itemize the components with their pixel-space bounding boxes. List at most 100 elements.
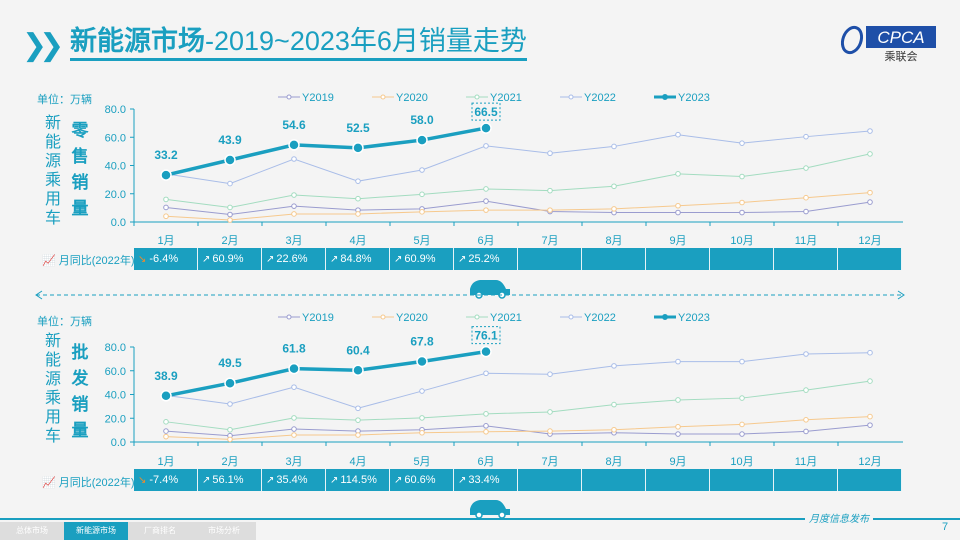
- legend-marker: [380, 94, 386, 100]
- y-tick-label: 0.0: [111, 217, 126, 229]
- data-point-Y2022: [547, 150, 553, 157]
- data-label: 52.5: [346, 121, 370, 135]
- yoy-cell: [838, 248, 902, 270]
- data-point-Y2020: [547, 207, 553, 213]
- yoy-row: ↘ -6.4% ↗ 60.9% ↗ 22.6% ↗ 84.8% ↗ 60.9% ↗ 25.2%: [134, 248, 902, 270]
- x-tick-label: 1月: [157, 235, 174, 247]
- data-point-Y2021: [419, 415, 425, 421]
- x-tick-label: 9月: [669, 235, 686, 247]
- data-point-Y2022: [355, 405, 361, 412]
- data-point-Y2022: [803, 133, 809, 140]
- data-point-Y2020: [547, 428, 553, 434]
- car-icon: [470, 280, 510, 295]
- data-point-Y2021: [355, 417, 361, 423]
- x-tick-label: 3月: [285, 235, 302, 247]
- page-number: 7: [942, 521, 949, 533]
- data-point-Y2019: [739, 209, 745, 216]
- x-tick-label: 1月: [157, 456, 174, 468]
- data-point-Y2019: [867, 199, 873, 205]
- data-point-Y2022: [419, 388, 425, 394]
- legend-label: Y2020: [396, 312, 428, 324]
- trend-up-icon: ↗: [458, 475, 467, 486]
- yoy-cell: [774, 469, 838, 491]
- data-point-Y2022: [291, 384, 297, 390]
- x-tick-label: 11月: [795, 456, 817, 468]
- data-label: 33.2: [154, 148, 178, 162]
- yoy-value: 22.6%: [276, 253, 308, 265]
- yoy-cell: [710, 248, 774, 270]
- data-point-Y2020: [483, 207, 489, 213]
- legend-label: Y2021: [490, 92, 522, 104]
- data-point-Y2021: [739, 173, 745, 180]
- data-label: 67.8: [410, 334, 434, 348]
- footer-tab-analysis[interactable]: 市场分析: [192, 522, 256, 540]
- data-point-Y2023: [160, 390, 172, 402]
- data-point-Y2020: [611, 206, 617, 212]
- data-point-Y2020: [483, 428, 489, 435]
- data-label: 61.8: [282, 342, 306, 356]
- data-point-Y2020: [867, 189, 873, 196]
- data-point-Y2023: [416, 134, 428, 146]
- yoy-cell: ↗ 60.9%: [198, 248, 262, 270]
- legend-marker: [286, 94, 292, 100]
- trend-up-icon: ↗: [330, 475, 339, 486]
- yoy-cell: ↗ 114.5%: [326, 469, 390, 491]
- legend-marker: [662, 314, 668, 320]
- data-point-Y2022: [483, 143, 489, 149]
- data-point-Y2020: [291, 432, 297, 438]
- x-tick-label: 8月: [605, 235, 622, 247]
- data-point-Y2022: [483, 370, 489, 377]
- side-label: 新能源乘用车: [44, 115, 61, 227]
- footer-tab-nev[interactable]: 新能源市场: [64, 522, 128, 540]
- data-point-Y2022: [675, 358, 681, 365]
- data-point-Y2019: [483, 423, 489, 429]
- yoy-cell: [774, 248, 838, 270]
- footer-divider: [0, 518, 960, 520]
- yoy-cell: ↘ -7.4%: [134, 469, 198, 491]
- y-tick-label: 60.0: [105, 132, 126, 144]
- yoy-cell: ↗ 25.2%: [454, 248, 518, 270]
- yoy-cell: ↘ -6.4%: [134, 248, 198, 270]
- legend-marker: [662, 94, 668, 100]
- yoy-cell: [518, 469, 582, 491]
- legend-label: Y2023: [678, 312, 710, 324]
- yoy-label: 📈 月同比(2022年): [42, 477, 135, 489]
- legend-label: Y2021: [490, 312, 522, 324]
- unit-label: 单位：万辆: [37, 316, 92, 328]
- yoy-cell: ↗ 35.4%: [262, 469, 326, 491]
- yoy-value: 114.5%: [340, 474, 377, 486]
- footer-tab-overall[interactable]: 总体市场: [0, 522, 64, 540]
- yoy-cell: [646, 469, 710, 491]
- yoy-cell: [838, 469, 902, 491]
- data-point-Y2022: [739, 358, 745, 365]
- highlight-box: [471, 326, 501, 345]
- trend-up-icon: ↗: [458, 254, 467, 265]
- yoy-value: -6.4%: [149, 253, 179, 265]
- legend-marker: [286, 314, 292, 320]
- x-tick-label: 10月: [730, 235, 753, 247]
- y-tick-label: 20.0: [105, 189, 126, 201]
- yoy-cell: ↗ 60.9%: [390, 248, 454, 270]
- legend-marker: [474, 94, 480, 100]
- trend-up-icon: ↗: [394, 254, 403, 265]
- legend-label: Y2019: [302, 92, 334, 104]
- arrow-heads: [35, 290, 905, 300]
- trend-up-icon: ↗: [330, 254, 339, 265]
- legend-label: Y2019: [302, 312, 334, 324]
- data-point-Y2023: [416, 355, 428, 368]
- publish-label: 月度信息发布: [805, 510, 873, 525]
- data-point-Y2022: [355, 178, 361, 184]
- data-point-Y2020: [163, 213, 169, 220]
- data-point-Y2021: [803, 387, 809, 393]
- data-point-Y2021: [355, 195, 361, 202]
- data-label: 66.5: [474, 105, 498, 119]
- data-point-Y2023: [224, 154, 236, 166]
- page-title: 新能源市场-2019~2023年6月销量走势: [70, 24, 527, 61]
- data-point-Y2021: [611, 401, 617, 408]
- yoy-cell: ↗ 33.4%: [454, 469, 518, 491]
- data-point-Y2019: [291, 426, 297, 432]
- footer-tab-ranking[interactable]: 厂商排名: [128, 522, 192, 540]
- data-point-Y2020: [739, 421, 745, 428]
- data-point-Y2020: [867, 413, 873, 420]
- data-point-Y2019: [483, 198, 489, 204]
